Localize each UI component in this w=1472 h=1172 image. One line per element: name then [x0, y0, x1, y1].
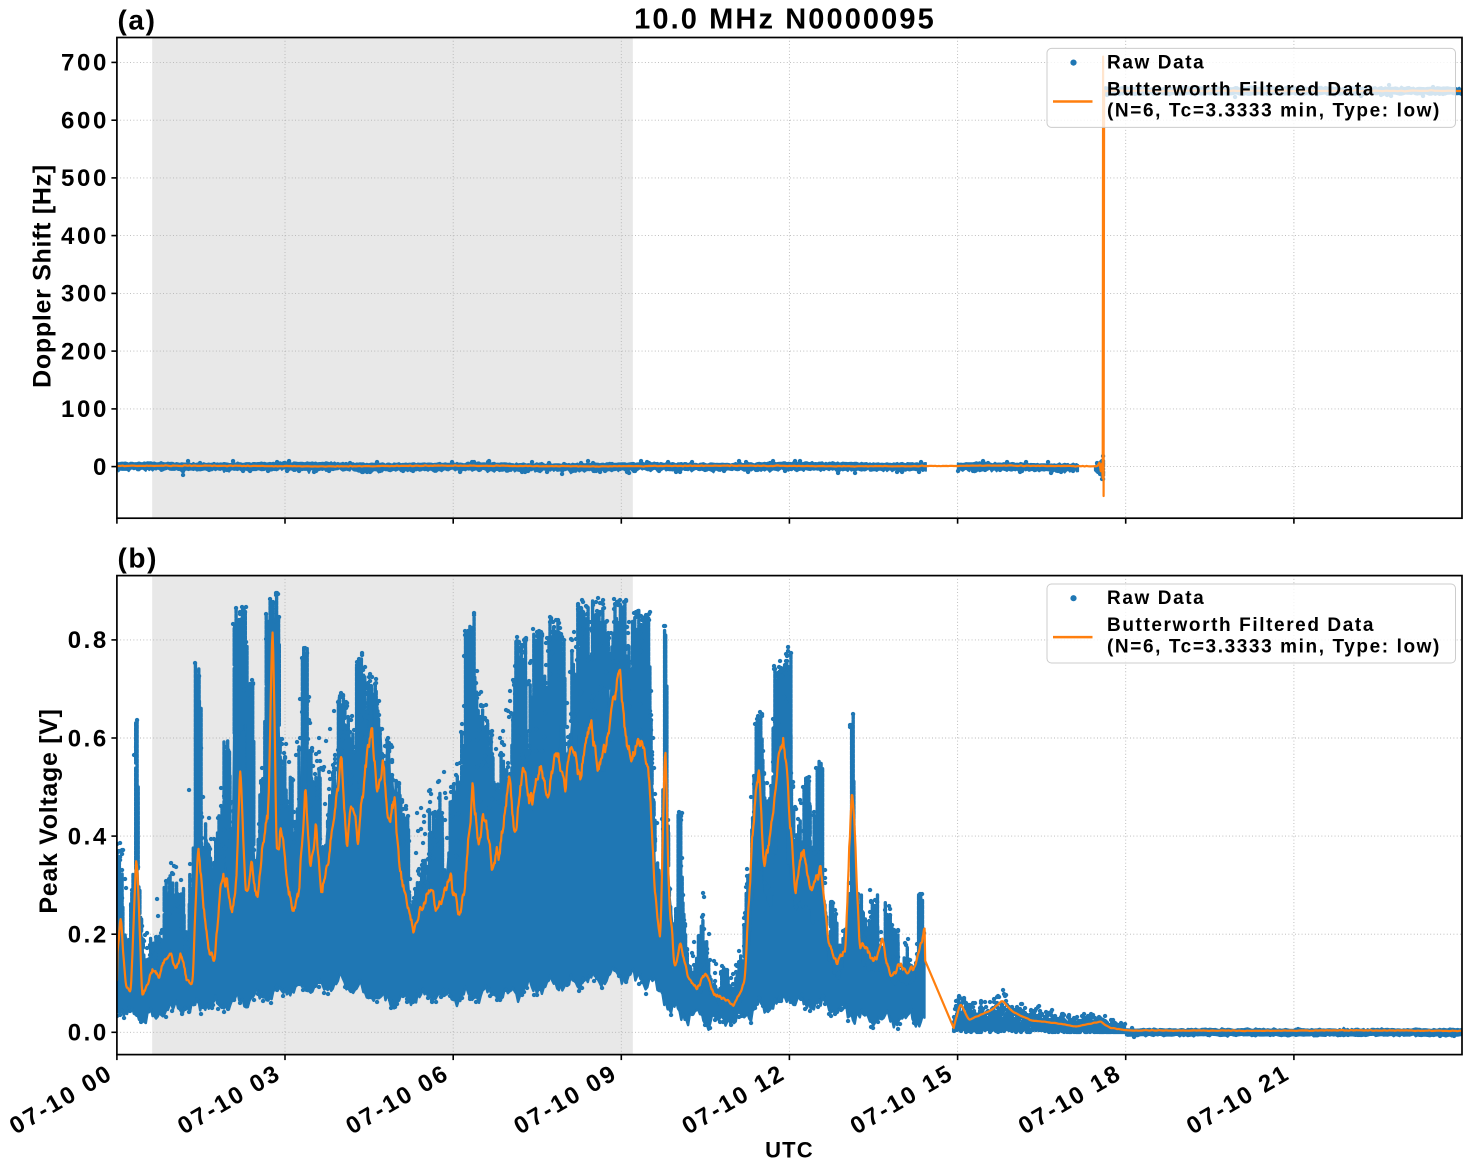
svg-text:0.0: 0.0 [68, 1020, 109, 1047]
svg-text:0: 0 [93, 454, 109, 481]
svg-text:0.2: 0.2 [68, 922, 109, 949]
svg-text:Butterworth Filtered Data: Butterworth Filtered Data [1107, 615, 1375, 636]
svg-text:(N=6, Tc=3.3333 min, Type: low: (N=6, Tc=3.3333 min, Type: low) [1107, 636, 1441, 657]
svg-text:Raw Data: Raw Data [1107, 53, 1205, 74]
svg-text:500: 500 [61, 165, 109, 192]
svg-text:Doppler Shift [Hz]: Doppler Shift [Hz] [29, 164, 57, 388]
svg-text:100: 100 [61, 396, 109, 423]
svg-text:Peak Voltage [V]: Peak Voltage [V] [35, 708, 63, 913]
svg-text:Raw Data: Raw Data [1107, 588, 1205, 609]
svg-text:0.4: 0.4 [68, 823, 109, 850]
svg-text:0.8: 0.8 [68, 627, 109, 654]
svg-text:Butterworth Filtered Data: Butterworth Filtered Data [1107, 80, 1375, 101]
svg-text:UTC: UTC [765, 1138, 814, 1163]
svg-text:200: 200 [61, 338, 109, 365]
svg-text:400: 400 [61, 223, 109, 250]
svg-text:10.0 MHz N0000095: 10.0 MHz N0000095 [634, 3, 936, 35]
svg-text:(a): (a) [118, 5, 157, 36]
svg-text:0.6: 0.6 [68, 725, 109, 752]
svg-text:(b): (b) [118, 543, 159, 574]
svg-text:300: 300 [61, 281, 109, 308]
svg-text:600: 600 [61, 108, 109, 135]
svg-text:700: 700 [61, 50, 109, 77]
svg-text:(N=6, Tc=3.3333 min, Type: low: (N=6, Tc=3.3333 min, Type: low) [1107, 101, 1441, 122]
